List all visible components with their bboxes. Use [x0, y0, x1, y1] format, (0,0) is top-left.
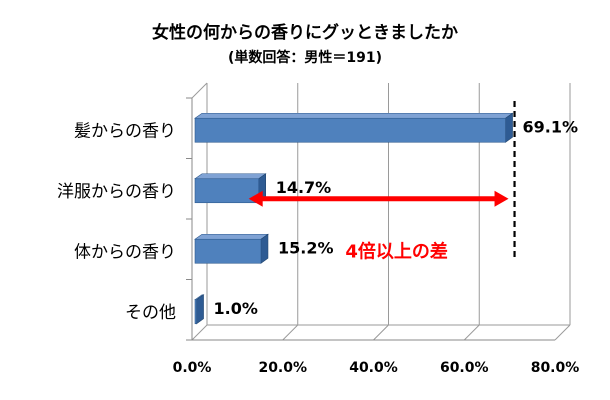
- x-tick-label: 20.0%: [258, 360, 307, 376]
- bar-front-face: [194, 238, 262, 264]
- bar-end-face: [505, 112, 513, 143]
- bar-front-face: [194, 178, 260, 204]
- chart-title: 女性の何からの香りにグッときましたか: [152, 22, 458, 43]
- arrowhead-left: [248, 190, 263, 207]
- floor-gridline: [191, 324, 208, 341]
- bar: [194, 173, 267, 204]
- arrowhead-right: [494, 190, 509, 207]
- annotation: 4倍以上の差: [248, 101, 516, 262]
- annotation-label: 4倍以上の差: [345, 240, 448, 262]
- category-label: その他: [125, 303, 176, 323]
- floor-gridline: [554, 324, 571, 341]
- floor-gridline: [282, 324, 299, 341]
- floor-gridline: [463, 324, 480, 341]
- bar-end-face: [260, 233, 269, 264]
- value-label: 1.0%: [214, 299, 258, 318]
- side-wall-top: [191, 82, 208, 99]
- chart-subtitle: (単数回答：男性＝191): [228, 49, 382, 66]
- x-tick-label: 40.0%: [349, 360, 398, 376]
- bar-front-face: [194, 299, 197, 325]
- bar-top-face: [194, 112, 514, 119]
- bar: [194, 233, 269, 264]
- x-tick-label: 0.0%: [173, 360, 212, 376]
- value-label: 15.2%: [278, 238, 334, 257]
- category-label: 髪からの香り: [74, 121, 176, 141]
- bar: [194, 112, 514, 143]
- x-tick-label: 80.0%: [531, 360, 580, 376]
- bar: [194, 294, 205, 325]
- value-label: 69.1%: [523, 117, 579, 136]
- bar-top-face: [194, 233, 269, 240]
- category-label: 体からの香り: [74, 242, 176, 262]
- floor-gridline: [373, 324, 389, 341]
- x-tick-label: 60.0%: [440, 360, 489, 376]
- gridlines: 0.0% 20.0% 40.0% 60.0% 80.0%: [173, 82, 580, 376]
- category-label: 洋服からの香り: [57, 182, 176, 202]
- bar-end-face: [196, 294, 204, 325]
- labels: 髪からの香り 69.1% 洋服からの香り 14.7% 体からの香り 15.2% その他 1.0…: [57, 117, 578, 323]
- bar-top-face: [194, 173, 267, 180]
- bars: [194, 112, 514, 325]
- value-label: 14.7%: [276, 178, 332, 197]
- bar-front-face: [194, 117, 506, 143]
